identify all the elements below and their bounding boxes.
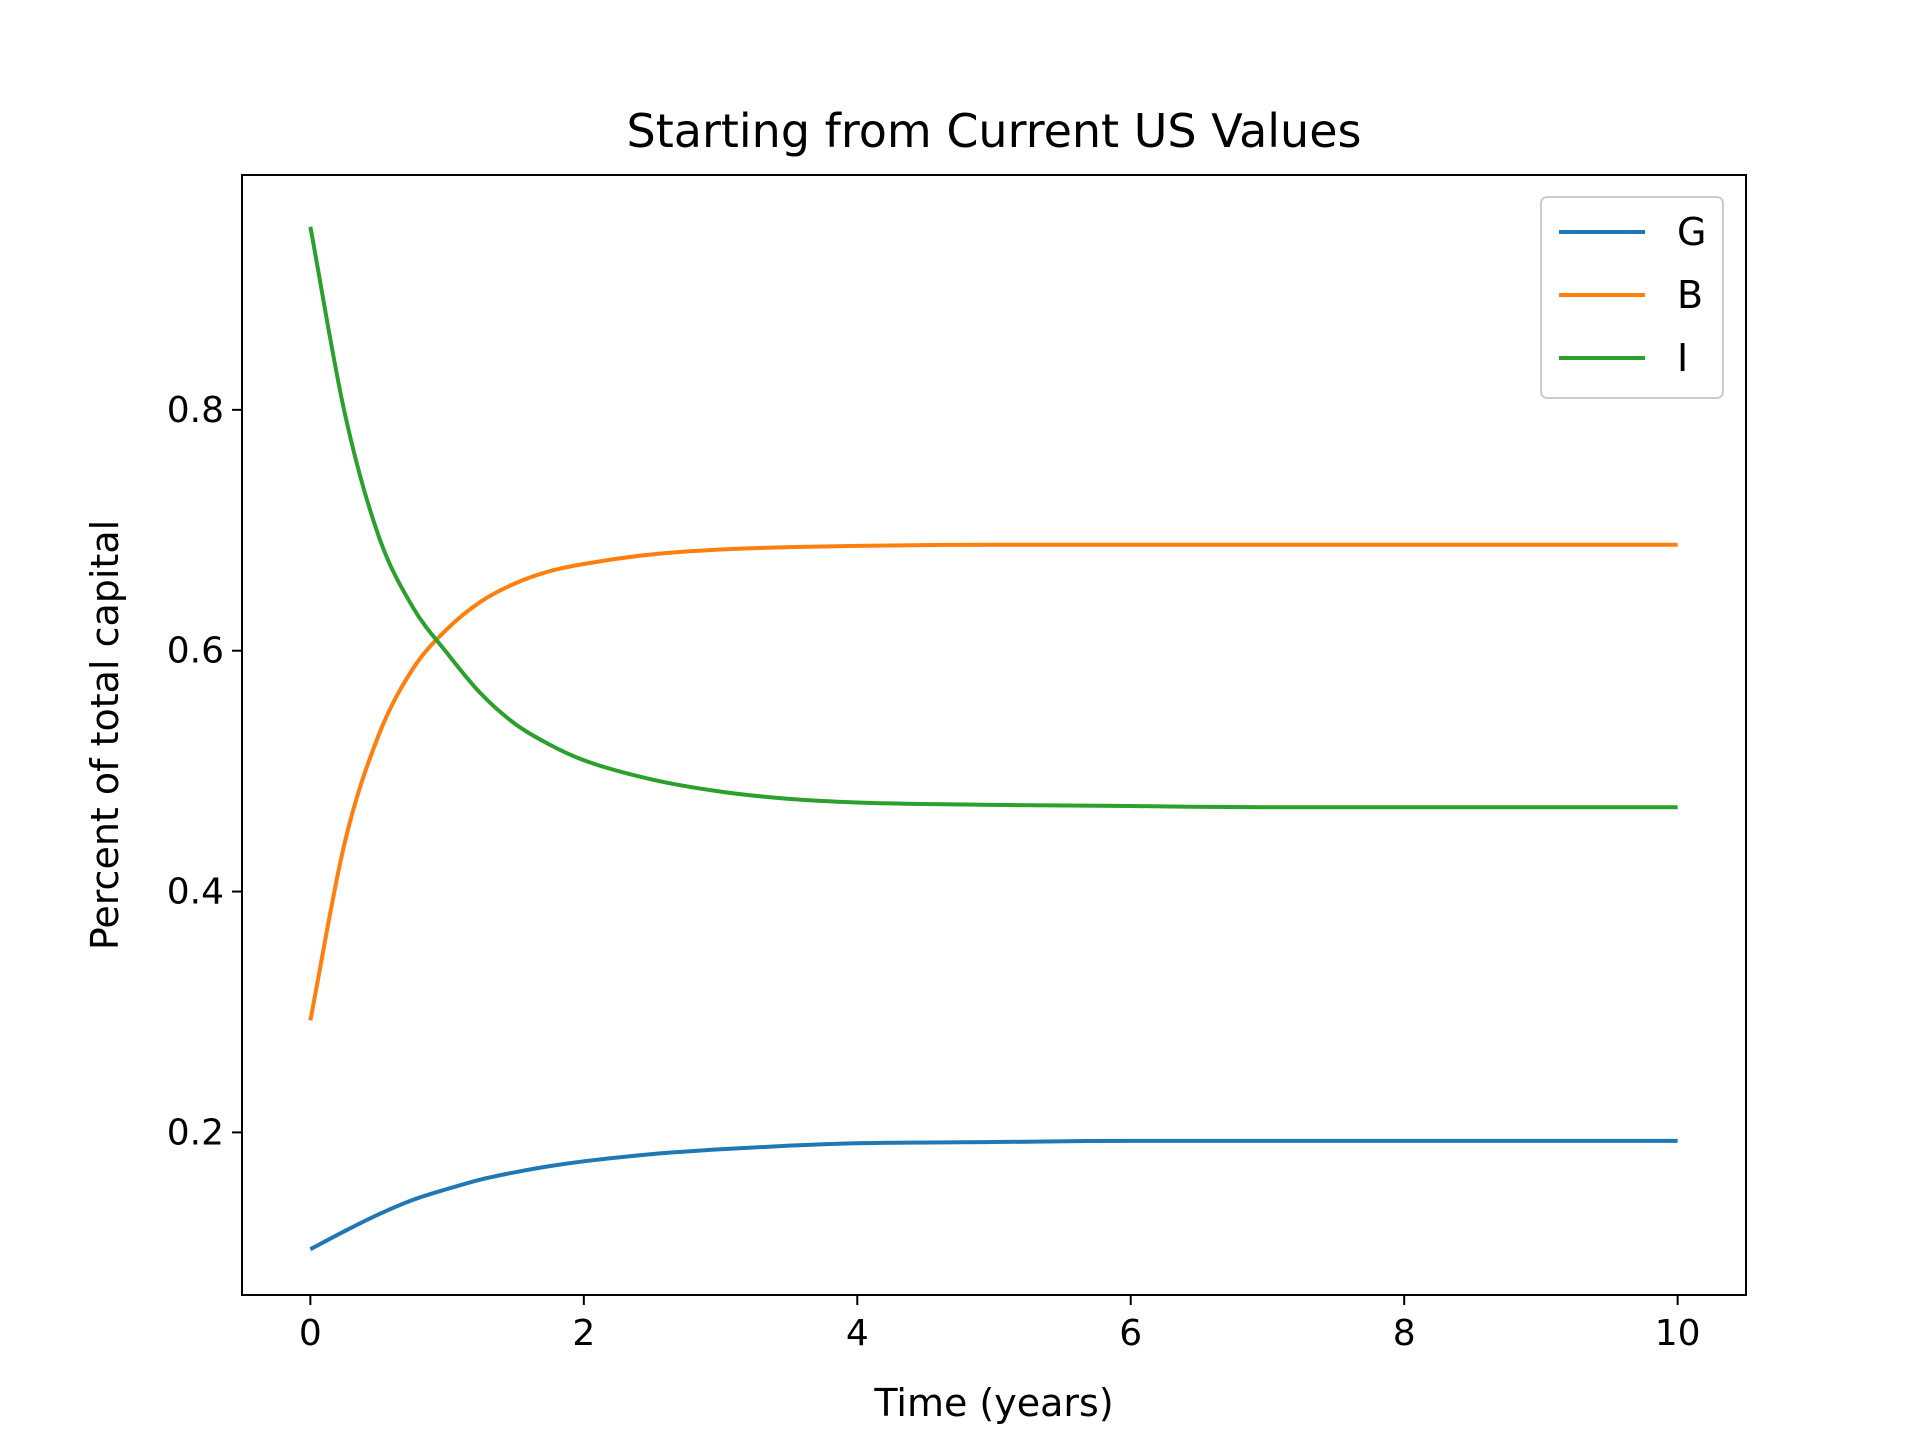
x-tick-label: 10 [1655, 1313, 1701, 1354]
legend: GBI [1540, 196, 1724, 399]
y-tick-label: 0.6 [167, 631, 224, 672]
legend-label-b: B [1677, 273, 1703, 317]
x-axis-label: Time (years) [873, 1381, 1113, 1425]
legend-frame [1540, 196, 1724, 399]
series-line-g [309, 1138, 1678, 1252]
axis-ticks: 0 2 4 6 8 10 0.2 0.4 0.6 0.8 [167, 390, 1701, 1354]
x-tick-label: 6 [1119, 1313, 1142, 1354]
series-line-i [308, 226, 1678, 810]
x-tick-label: 8 [1393, 1313, 1416, 1354]
plot-area-frame [241, 174, 1747, 1296]
legend-label-g: G [1677, 210, 1706, 254]
y-tick-label: 0.8 [167, 390, 224, 431]
y-tick-label: 0.2 [167, 1112, 224, 1153]
chart-title: Starting from Current US Values [627, 104, 1362, 158]
series-line-b [308, 542, 1678, 1021]
x-tick-label: 4 [846, 1313, 869, 1354]
x-tick-label: 0 [299, 1313, 322, 1354]
legend-label-i: I [1677, 336, 1688, 380]
x-tick-label: 2 [572, 1313, 595, 1354]
y-tick-label: 0.4 [167, 872, 224, 913]
plot-lines [308, 226, 1678, 1252]
y-axis-label: Percent of total capital [83, 520, 127, 950]
